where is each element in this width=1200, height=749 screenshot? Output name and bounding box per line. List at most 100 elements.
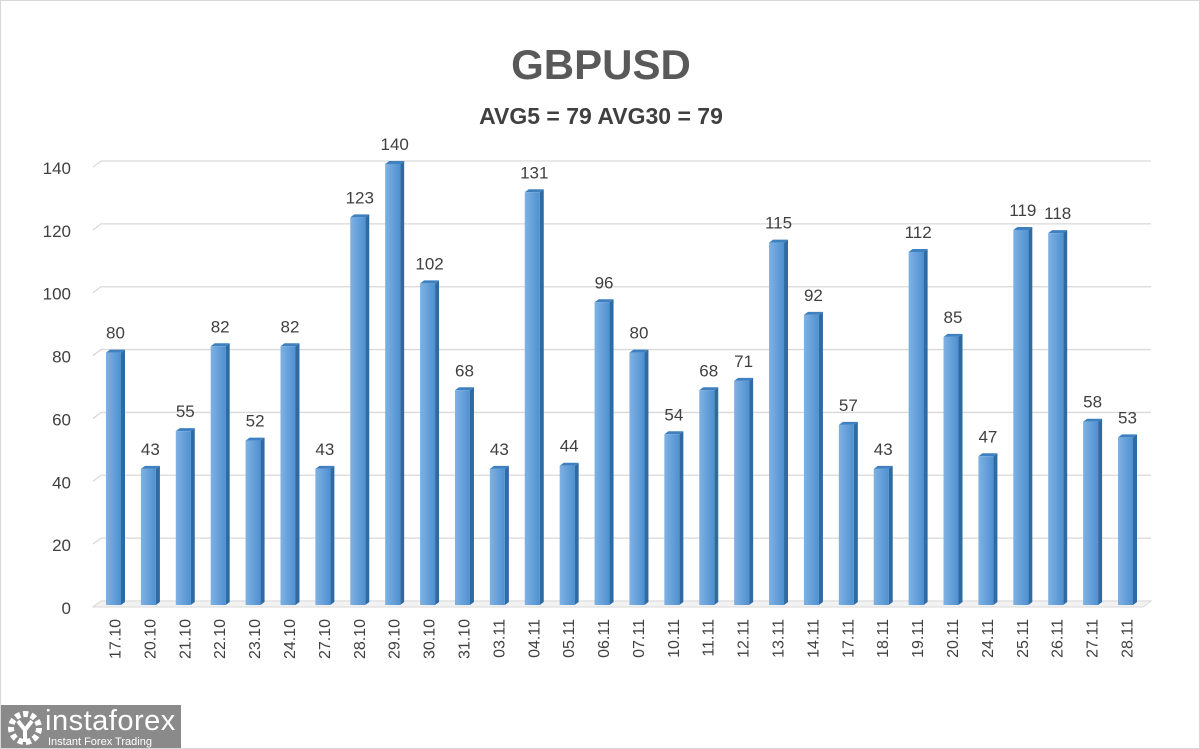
y-tick-label: 60 — [52, 410, 71, 429]
bar — [315, 468, 331, 605]
bar-top — [524, 189, 544, 193]
bar-side — [1028, 227, 1033, 605]
bar — [350, 217, 366, 605]
bar — [210, 346, 226, 605]
bar — [734, 380, 750, 605]
bar-side — [1098, 418, 1103, 605]
data-label: 57 — [839, 396, 858, 415]
bar-side — [784, 239, 789, 606]
y-tick-label: 100 — [43, 285, 71, 304]
data-label: 82 — [211, 317, 230, 336]
data-label: 43 — [874, 440, 893, 459]
x-tick-label: 27.11 — [1085, 619, 1102, 658]
bar — [629, 352, 645, 605]
bar-side — [609, 299, 614, 605]
x-tick-label: 04.11 — [526, 619, 543, 658]
x-tick-label: 14.11 — [805, 619, 822, 658]
data-label: 43 — [490, 440, 509, 459]
x-tick-label: 28.11 — [1120, 619, 1137, 658]
y-tick-label: 20 — [52, 536, 71, 555]
bar-side — [539, 189, 544, 606]
bar — [1013, 230, 1029, 605]
y-tick-label: 120 — [43, 222, 71, 241]
bar-top — [315, 465, 335, 469]
x-tick-label: 31.10 — [456, 619, 473, 659]
bar — [454, 390, 470, 605]
bar-side — [469, 387, 474, 605]
bar-top — [629, 349, 649, 353]
data-label: 68 — [699, 361, 718, 380]
bar-side — [958, 333, 963, 605]
x-tick-label: 13.11 — [771, 619, 788, 658]
bar — [943, 336, 959, 605]
data-label: 82 — [281, 317, 300, 336]
x-tick-label: 19.11 — [910, 619, 927, 658]
y-tick-label: 140 — [43, 159, 71, 178]
bar-side — [435, 280, 440, 605]
x-tick-label: 21.10 — [177, 619, 194, 659]
bar — [420, 283, 436, 605]
x-tick-label: 07.11 — [631, 619, 648, 658]
x-tick-label: 23.10 — [247, 619, 264, 659]
data-label: 44 — [560, 437, 579, 456]
bar-top — [908, 249, 928, 252]
bar-top — [594, 299, 614, 303]
gridline — [92, 537, 1151, 545]
x-tick-label: 30.10 — [422, 619, 439, 659]
chart-title: GBPUSD — [511, 41, 691, 88]
bar-top — [1118, 434, 1137, 438]
bar-top — [873, 465, 893, 469]
bar-side — [504, 465, 509, 605]
gridline — [92, 348, 1151, 357]
bar-side — [818, 311, 823, 605]
bar — [769, 242, 785, 606]
x-tick-label: 20.10 — [142, 619, 159, 659]
bar-top — [350, 214, 370, 218]
bar-top — [454, 387, 474, 391]
x-tick-label: 24.10 — [282, 619, 299, 659]
x-tick-label: 26.11 — [1050, 619, 1067, 658]
bar — [245, 440, 261, 605]
bar-side — [993, 453, 998, 605]
bar-side — [121, 349, 125, 605]
chart-subtitle: AVG5 = 79 AVG30 = 79 — [479, 103, 723, 129]
data-label: 47 — [978, 427, 997, 446]
bar-top — [1013, 227, 1033, 230]
bar — [873, 468, 889, 605]
bar — [838, 424, 854, 605]
gridline — [92, 474, 1151, 482]
gridline — [92, 286, 1151, 294]
bar — [803, 314, 819, 605]
x-tick-label: 22.10 — [212, 619, 229, 659]
bar-side — [295, 343, 300, 605]
y-tick-label: 80 — [52, 348, 71, 367]
bar-top — [1083, 418, 1103, 422]
logo-name: instaforex — [45, 705, 176, 737]
bar — [524, 192, 540, 606]
bar-side — [714, 387, 719, 605]
x-tick-label: 06.11 — [596, 619, 613, 658]
logo-tagline: Instant Forex Trading — [48, 736, 152, 748]
bar-side — [853, 421, 858, 605]
bar-top — [1048, 230, 1068, 234]
bar-top — [210, 343, 230, 347]
data-label: 131 — [520, 163, 548, 182]
bar-side — [400, 161, 405, 605]
data-label: 85 — [944, 308, 963, 327]
bar-side — [365, 214, 370, 605]
bar-side — [1133, 434, 1137, 605]
x-tick-label: 18.11 — [875, 619, 892, 658]
x-tick-label: 11.11 — [701, 619, 718, 657]
bar — [594, 302, 610, 605]
x-tick-label: 12.11 — [736, 619, 753, 658]
bar-top — [734, 377, 754, 381]
bar — [489, 468, 505, 605]
bar-top — [664, 431, 684, 435]
bar — [1083, 421, 1099, 605]
bar-top — [489, 465, 509, 469]
bar-top — [420, 280, 440, 284]
gear-logo-icon — [8, 711, 42, 745]
x-tick-label: 05.11 — [561, 619, 578, 658]
x-tick-label: 24.11 — [980, 619, 997, 658]
bar — [699, 390, 715, 605]
